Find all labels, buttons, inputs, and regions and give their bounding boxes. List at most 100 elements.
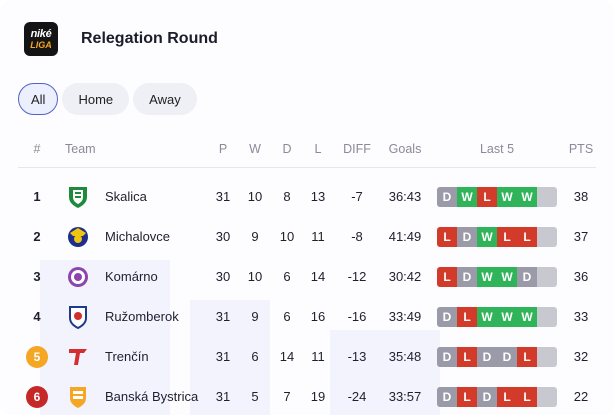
rank-value: 3 xyxy=(33,269,41,284)
won-value: 10 xyxy=(247,269,263,284)
form-result-d: D xyxy=(437,187,457,207)
form-spacer xyxy=(537,347,557,367)
column-played: P xyxy=(218,142,228,156)
form-result-d: D xyxy=(497,347,517,367)
background-decoration xyxy=(190,300,270,415)
filter-away-button[interactable]: Away xyxy=(133,83,197,115)
table-row[interactable]: 3 Komárno 30 10 6 14 -12 30:42 36 L D W W D xyxy=(18,257,596,297)
form-result-l: L xyxy=(517,387,537,407)
column-drawn: D xyxy=(282,142,292,156)
column-last5: Last 5 xyxy=(479,142,515,156)
team-name[interactable]: Banská Bystrica xyxy=(105,389,199,404)
form-result-l: L xyxy=(457,307,477,327)
goals-value: 36:43 xyxy=(388,189,422,204)
form-result-w: W xyxy=(497,307,517,327)
diff-value: -8 xyxy=(351,229,363,244)
played-value: 30 xyxy=(215,269,231,284)
league-logo: niké LIGA xyxy=(24,22,58,56)
points-value: 32 xyxy=(573,349,589,364)
team-name[interactable]: Komárno xyxy=(105,269,158,284)
played-value: 31 xyxy=(215,349,231,364)
trencin-crest-icon xyxy=(66,345,90,369)
won-value: 6 xyxy=(251,349,259,364)
form-spacer xyxy=(537,307,557,327)
table-row[interactable]: 5 Trenčín 31 6 14 11 -13 35:48 32 D L D D L xyxy=(18,337,596,377)
lost-value: 11 xyxy=(311,349,325,364)
rank-badge: 5 xyxy=(26,346,48,368)
form-result-l: L xyxy=(437,267,457,287)
column-rank: # xyxy=(33,142,41,156)
rank-value: 4 xyxy=(33,309,41,324)
played-value: 31 xyxy=(215,309,231,324)
form-result-w: W xyxy=(497,187,517,207)
table-row[interactable]: 1 Skalica 31 10 8 13 -7 36:43 38 D W L W W xyxy=(18,177,596,217)
form-spacer xyxy=(537,267,557,287)
table-row[interactable]: 4 Ružomberok 31 9 6 16 -16 33:49 33 D L W W W xyxy=(18,297,596,337)
won-value: 9 xyxy=(251,309,259,324)
team-name[interactable]: Trenčín xyxy=(105,349,149,364)
form-result-d: D xyxy=(477,387,497,407)
form-result-l: L xyxy=(517,347,537,367)
points-value: 38 xyxy=(573,189,589,204)
won-value: 10 xyxy=(247,189,263,204)
won-value: 5 xyxy=(251,389,259,404)
rank-value: 1 xyxy=(33,189,41,204)
form-result-w: W xyxy=(517,307,537,327)
form-result-d: D xyxy=(477,347,497,367)
background-decoration xyxy=(40,260,170,415)
form-spacer xyxy=(537,387,557,407)
table-row[interactable]: 2 Michalovce 30 9 10 11 -8 41:49 37 L D W L L xyxy=(18,217,596,257)
background-decoration xyxy=(330,330,440,415)
diff-value: -7 xyxy=(351,189,363,204)
form-result-d: D xyxy=(437,307,457,327)
filter-home-button[interactable]: Home xyxy=(62,83,130,115)
column-team: Team xyxy=(65,142,96,156)
goals-value: 33:49 xyxy=(388,309,422,324)
form-spacer xyxy=(537,227,557,247)
played-value: 30 xyxy=(215,229,231,244)
form-result-l: L xyxy=(437,227,457,247)
lost-value: 16 xyxy=(310,309,326,324)
rank-badge: 6 xyxy=(26,386,48,408)
filter-tabs: All Home Away xyxy=(18,83,197,115)
form-result-l: L xyxy=(517,227,537,247)
column-diff: DIFF xyxy=(343,142,371,156)
column-goals: Goals xyxy=(388,142,422,156)
table-row[interactable]: 6 Banská Bystrica 31 5 7 19 -24 33:57 22 D L D L L xyxy=(18,377,596,415)
team-name[interactable]: Michalovce xyxy=(105,229,171,244)
form-result-d: D xyxy=(457,227,477,247)
diff-value: -24 xyxy=(347,389,367,404)
diff-value: -12 xyxy=(347,269,367,284)
column-points: PTS xyxy=(568,142,594,156)
played-value: 31 xyxy=(215,189,231,204)
drawn-value: 8 xyxy=(283,189,291,204)
drawn-value: 6 xyxy=(283,309,291,324)
team-name[interactable]: Skalica xyxy=(105,189,147,204)
filter-all-button[interactable]: All xyxy=(18,83,59,115)
goals-value: 30:42 xyxy=(388,269,422,284)
form-result-w: W xyxy=(477,307,497,327)
michalovce-crest-icon xyxy=(66,225,90,249)
komarno-crest-icon xyxy=(66,265,90,289)
points-value: 33 xyxy=(573,309,589,324)
diff-value: -16 xyxy=(347,309,367,324)
form-spacer xyxy=(537,187,557,207)
points-value: 22 xyxy=(573,389,589,404)
points-value: 36 xyxy=(573,269,589,284)
drawn-value: 6 xyxy=(283,269,291,284)
drawn-value: 14 xyxy=(279,349,295,364)
form-result-w: W xyxy=(477,227,497,247)
form-result-l: L xyxy=(497,227,517,247)
lost-value: 19 xyxy=(310,389,326,404)
diff-value: -13 xyxy=(347,349,367,364)
header: niké LIGA Relegation Round xyxy=(24,22,218,56)
team-name[interactable]: Ružomberok xyxy=(105,309,179,324)
form-result-l: L xyxy=(457,387,477,407)
column-lost: L xyxy=(314,142,322,156)
skalica-crest-icon xyxy=(66,185,90,209)
